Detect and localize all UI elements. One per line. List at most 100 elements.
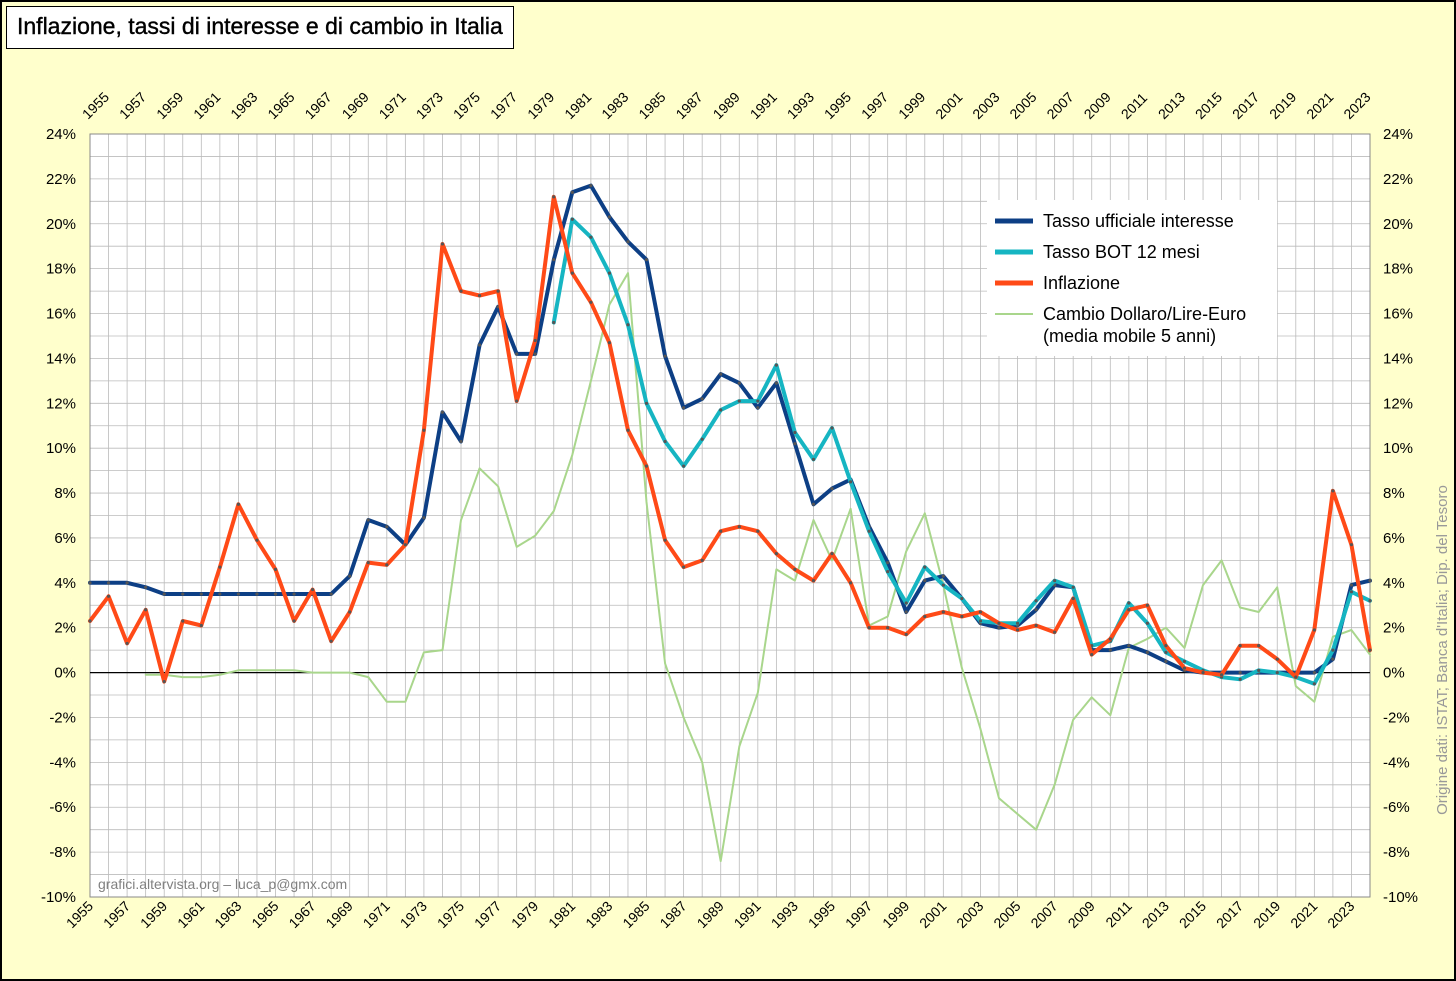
- data-point: [830, 552, 834, 556]
- data-point: [1164, 659, 1168, 663]
- x-tick-label-bottom: 2019: [1250, 898, 1283, 931]
- data-point: [459, 289, 463, 293]
- data-point: [886, 570, 890, 574]
- data-point: [1015, 628, 1020, 632]
- legend-label: Cambio Dollaro/Lire-Euro: [1043, 304, 1246, 324]
- x-tick-label-bottom: 1977: [471, 898, 504, 931]
- x-tick-label-bottom: 1967: [285, 898, 318, 931]
- data-point: [960, 614, 964, 619]
- y-tick-label-right: -6%: [1383, 799, 1410, 816]
- x-tick-label-top: 2011: [1118, 89, 1151, 122]
- data-point: [273, 567, 278, 571]
- data-point: [292, 619, 296, 623]
- data-point: [88, 619, 92, 623]
- x-tick-label-bottom: 1973: [397, 898, 430, 931]
- data-point: [125, 581, 129, 585]
- x-tick-label-top: 1961: [190, 89, 223, 122]
- data-point: [719, 372, 723, 376]
- data-point: [663, 439, 667, 444]
- data-point: [329, 592, 333, 596]
- data-point: [941, 610, 945, 614]
- data-point: [830, 426, 834, 430]
- data-point: [1257, 644, 1261, 648]
- data-point: [607, 215, 612, 219]
- data-point: [923, 565, 927, 569]
- data-point: [700, 437, 704, 441]
- data-point: [552, 258, 556, 262]
- data-point: [589, 184, 593, 188]
- data-point: [904, 632, 908, 637]
- series-lines: [88, 183, 1372, 863]
- data-point: [1312, 628, 1316, 632]
- x-tick-label-top: 1983: [598, 89, 631, 122]
- data-point: [403, 543, 407, 547]
- data-point: [626, 323, 630, 327]
- data-point: [1368, 599, 1372, 603]
- x-tick-label-bottom: 2013: [1139, 898, 1172, 931]
- data-point: [236, 502, 241, 506]
- data-point: [793, 442, 797, 446]
- data-point: [737, 525, 741, 529]
- data-point: [181, 619, 185, 623]
- data-point: [162, 592, 166, 596]
- x-tick-label-bottom: 1971: [360, 898, 393, 931]
- data-point: [774, 363, 778, 367]
- x-tick-label-bottom: 1983: [582, 898, 615, 931]
- data-point: [1257, 668, 1261, 672]
- data-point: [830, 486, 834, 491]
- x-tick-label-bottom: 2005: [990, 898, 1023, 931]
- data-point: [644, 401, 649, 405]
- data-point: [366, 561, 370, 565]
- data-point: [440, 242, 445, 246]
- data-point: [644, 258, 649, 262]
- x-tick-label-top: 1989: [710, 89, 743, 122]
- data-point: [607, 271, 612, 275]
- data-point: [292, 592, 296, 596]
- data-point: [793, 430, 797, 435]
- data-point: [700, 558, 704, 562]
- data-point: [978, 619, 983, 623]
- data-point: [125, 641, 129, 646]
- data-point: [1071, 585, 1075, 589]
- x-tick-label-bottom: 1957: [100, 898, 133, 931]
- data-point: [960, 596, 964, 601]
- data-point: [904, 601, 908, 605]
- data-point: [682, 565, 686, 569]
- data-point: [978, 610, 983, 614]
- y-tick-label-left: 10%: [46, 440, 76, 457]
- data-point: [255, 592, 259, 596]
- x-tick-label-bottom: 1961: [174, 898, 207, 931]
- data-point: [1275, 657, 1279, 661]
- y-tick-label-right: 22%: [1383, 171, 1413, 188]
- data-point: [756, 406, 760, 410]
- x-tick-label-top: 1965: [264, 89, 297, 122]
- x-tick-label-top: 2001: [932, 89, 965, 122]
- data-point: [756, 399, 760, 403]
- data-point: [366, 518, 370, 522]
- legend-label: Inflazione: [1043, 273, 1120, 293]
- data-point: [515, 399, 519, 403]
- data-point: [719, 408, 723, 412]
- data-point: [477, 343, 482, 347]
- plot-border: [89, 133, 1371, 898]
- data-point: [1071, 596, 1075, 601]
- x-tick-label-top: 1967: [301, 89, 334, 122]
- data-point: [867, 529, 871, 533]
- x-tick-label-bottom: 1969: [322, 898, 355, 931]
- data-point: [1145, 650, 1149, 654]
- x-tick-label-bottom: 1995: [805, 898, 838, 931]
- x-tick-label-top: 2003: [969, 89, 1002, 122]
- data-point: [1090, 653, 1094, 657]
- data-point: [1349, 590, 1354, 594]
- data-point: [682, 464, 686, 468]
- data-point: [329, 639, 333, 643]
- legend: Tasso ufficiale interesse Tasso BOT 12 me…: [987, 200, 1277, 356]
- data-point: [106, 581, 111, 585]
- data-point: [719, 529, 723, 533]
- x-tick-label-top: 2023: [1340, 89, 1373, 122]
- data-point: [1238, 670, 1242, 675]
- data-point: [348, 610, 352, 614]
- source-note: Origine dati: ISTAT; Banca d'Italia; Dip…: [1434, 485, 1451, 815]
- legend-label: Tasso ufficiale interesse: [1043, 211, 1234, 231]
- data-point: [663, 354, 667, 358]
